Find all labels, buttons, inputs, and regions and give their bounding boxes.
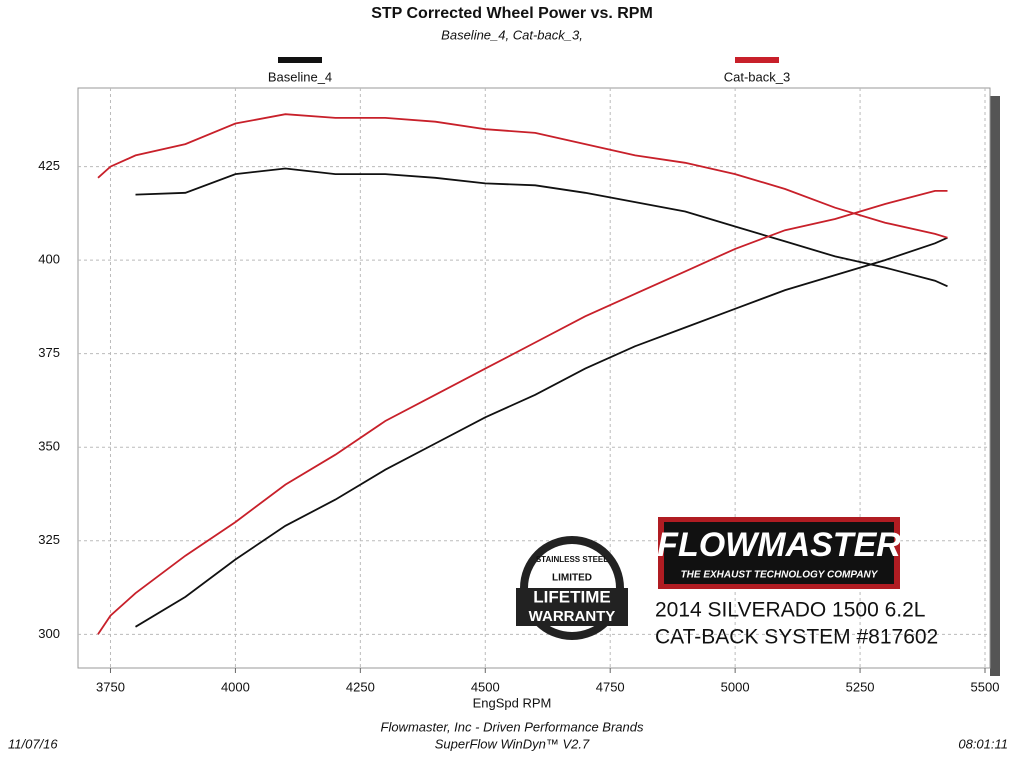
badge-band xyxy=(516,588,628,626)
footer-date: 11/07/16 xyxy=(8,736,58,751)
logo-inner xyxy=(664,522,894,584)
y-tick-label: 400 xyxy=(38,252,60,267)
chart-title: STP Corrected Wheel Power vs. RPM xyxy=(371,5,653,22)
badge-middle: LIMITED xyxy=(552,573,592,584)
series-line xyxy=(97,190,948,635)
x-tick-label: 5250 xyxy=(846,679,875,694)
flowmaster-logo: FLOWMASTER THE EXHAUST TECHNOLOGY COMPAN… xyxy=(655,517,938,649)
x-axis-label: EngSpd RPM xyxy=(473,695,552,710)
warranty-badge: STAINLESS STEEL LIMITED LIFETIME WARRANT… xyxy=(516,536,628,640)
footer-software: SuperFlow WinDyn™ V2.7 xyxy=(435,736,590,751)
logo-brand: FLOWMASTER xyxy=(657,526,901,564)
x-tick-label: 4250 xyxy=(346,679,375,694)
x-tick-label: 5500 xyxy=(971,679,1000,694)
x-tick-label: 3750 xyxy=(96,679,125,694)
chart-subtitle: Baseline_4, Cat-back_3, xyxy=(441,27,583,42)
y-tick-label: 375 xyxy=(38,345,60,360)
plot-layer: 3750 4000 4250 4500 4750 5000 5250 5500 300 325 35… xyxy=(38,88,999,694)
logo-line2: CAT-BACK SYSTEM #817602 xyxy=(655,626,938,649)
y-tick-label: 325 xyxy=(38,532,60,547)
badge-line2: WARRANTY xyxy=(529,608,616,625)
badge-line1: LIFETIME xyxy=(533,587,610,606)
x-tick-label: 5000 xyxy=(721,679,750,694)
y-tick-label: 425 xyxy=(38,158,60,173)
plot-shadow xyxy=(990,96,1000,676)
logo-line1: 2014 SILVERADO 1500 6.2L xyxy=(655,599,925,622)
series-line xyxy=(135,167,948,288)
series-line xyxy=(97,113,948,239)
y-tick-label: 300 xyxy=(38,626,60,641)
legend-label: Baseline_4 xyxy=(268,69,332,84)
legend-label: Cat-back_3 xyxy=(724,69,790,84)
footer-company: Flowmaster, Inc - Driven Performance Bra… xyxy=(381,719,644,734)
y-tick-label: 350 xyxy=(38,439,60,454)
x-tick-label: 4000 xyxy=(221,679,250,694)
logo-tagline: THE EXHAUST TECHNOLOGY COMPANY xyxy=(681,570,879,581)
badge-top: STAINLESS STEEL xyxy=(536,555,608,564)
x-tick-label: 4500 xyxy=(471,679,500,694)
x-tick-label: 4750 xyxy=(596,679,625,694)
series-line xyxy=(135,236,948,628)
footer-time: 08:01:11 xyxy=(958,736,1008,751)
